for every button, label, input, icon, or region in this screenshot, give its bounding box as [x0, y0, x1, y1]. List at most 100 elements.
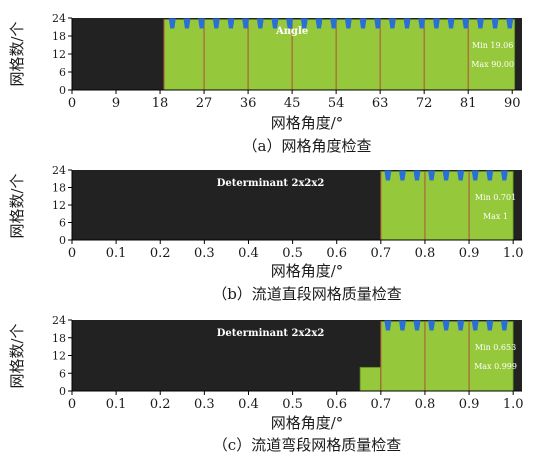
x-tick-label: 0.3	[194, 397, 215, 412]
y-axis-label: 网格数/个	[8, 323, 26, 388]
bin-marker	[388, 18, 396, 29]
bin-marker	[286, 18, 294, 29]
y-tick-label: 12	[52, 199, 66, 212]
x-tick-label: 0.4	[238, 246, 259, 261]
x-tick-label: 90	[504, 96, 521, 111]
x-tick-label: 54	[328, 96, 345, 111]
bin-marker	[398, 170, 406, 181]
bin-marker	[256, 18, 264, 29]
stat-label: Max 90.00	[471, 60, 514, 69]
bin-marker	[183, 18, 191, 29]
bin-marker	[315, 18, 323, 29]
bin-marker	[198, 18, 206, 29]
x-tick-label: 1.0	[503, 246, 524, 261]
x-tick-label: 0.2	[150, 397, 171, 412]
x-tick-label: 0.7	[370, 397, 391, 412]
bin-marker	[403, 18, 411, 29]
y-tick-label: 6	[59, 367, 66, 380]
x-tick-label: 0	[68, 397, 76, 412]
chart-title: Determinant 2x2x2	[217, 178, 325, 189]
bin-marker	[330, 18, 338, 29]
histogram-bar	[359, 366, 382, 392]
x-axis-label: 网格角度/°	[271, 262, 344, 280]
x-tick-label: 72	[416, 96, 433, 111]
bin-marker	[471, 320, 479, 331]
x-tick-label: 0	[68, 246, 76, 261]
x-tick-label: 0.6	[326, 246, 347, 261]
bin-marker	[413, 320, 421, 331]
x-tick-label: 0.7	[370, 246, 391, 261]
y-tick-label: 6	[59, 66, 66, 79]
bin-marker	[227, 18, 235, 29]
y-tick-label: 24	[52, 164, 66, 177]
x-tick-label: 0.8	[415, 397, 436, 412]
bin-marker	[506, 18, 514, 29]
bin-marker	[384, 170, 392, 181]
bin-marker	[242, 18, 250, 29]
y-axis-label: 网格数/个	[8, 173, 26, 238]
panel-caption: （a）网格角度检查	[243, 137, 372, 155]
x-tick-label: 0.5	[282, 397, 303, 412]
chart-title: Angle	[275, 26, 308, 37]
x-tick-label: 36	[240, 96, 257, 111]
bin-marker	[500, 320, 508, 331]
x-tick-label: 0.6	[326, 397, 347, 412]
x-axis-label: 网格角度/°	[271, 114, 344, 132]
x-tick-label: 0.5	[282, 246, 303, 261]
bin-marker	[486, 320, 494, 331]
stat-label: Max 0.999	[474, 362, 517, 371]
bin-marker	[168, 18, 176, 29]
bin-marker	[428, 170, 436, 181]
x-axis-label: 网格角度/°	[271, 414, 344, 432]
bin-marker	[471, 170, 479, 181]
x-tick-label: 1.0	[503, 397, 524, 412]
x-tick-label: 0.3	[194, 246, 215, 261]
y-tick-label: 24	[52, 12, 66, 25]
x-tick-label: 9	[112, 96, 120, 111]
bin-marker	[418, 18, 426, 29]
y-tick-label: 0	[59, 234, 66, 247]
bin-marker	[384, 320, 392, 331]
stat-label: Min 0.653	[475, 343, 516, 352]
histogram-bar	[163, 19, 516, 91]
x-tick-label: 0.4	[238, 397, 259, 412]
chart-title: Determinant 2x2x2	[217, 328, 325, 339]
bin-marker	[442, 170, 450, 181]
x-tick-label: 0.9	[459, 246, 480, 261]
bin-marker	[374, 18, 382, 29]
bin-marker	[486, 170, 494, 181]
stat-label: Max 1	[483, 212, 508, 221]
x-tick-label: 0.9	[459, 397, 480, 412]
panel-caption: （b）流道直段网格质量检查	[212, 285, 402, 303]
x-tick-label: 0.1	[106, 397, 127, 412]
bin-marker	[500, 170, 508, 181]
y-tick-label: 0	[59, 84, 66, 97]
bin-marker	[413, 170, 421, 181]
x-tick-label: 0.2	[150, 246, 171, 261]
panel-caption: （c）流道弯段网格质量检查	[213, 436, 401, 454]
bin-marker	[344, 18, 352, 29]
bin-marker	[447, 18, 455, 29]
x-tick-label: 18	[152, 96, 169, 111]
bin-marker	[300, 18, 308, 29]
bin-marker	[442, 320, 450, 331]
x-tick-label: 0.8	[415, 246, 436, 261]
bin-marker	[428, 320, 436, 331]
x-tick-label: 63	[372, 96, 389, 111]
bin-marker	[457, 170, 465, 181]
y-tick-label: 18	[52, 332, 66, 345]
stat-label: Min 0.701	[475, 193, 516, 202]
histogram-bar	[380, 321, 514, 392]
y-tick-label: 18	[52, 30, 66, 43]
stat-label: Min 19.06	[472, 41, 513, 50]
bin-marker	[457, 320, 465, 331]
bin-marker	[491, 18, 499, 29]
y-axis-label: 网格数/个	[8, 21, 26, 86]
y-tick-label: 12	[52, 48, 66, 61]
y-tick-label: 6	[59, 217, 66, 230]
bin-marker	[462, 18, 470, 29]
y-tick-label: 24	[52, 314, 66, 327]
bin-marker	[398, 320, 406, 331]
x-tick-label: 0.1	[106, 246, 127, 261]
